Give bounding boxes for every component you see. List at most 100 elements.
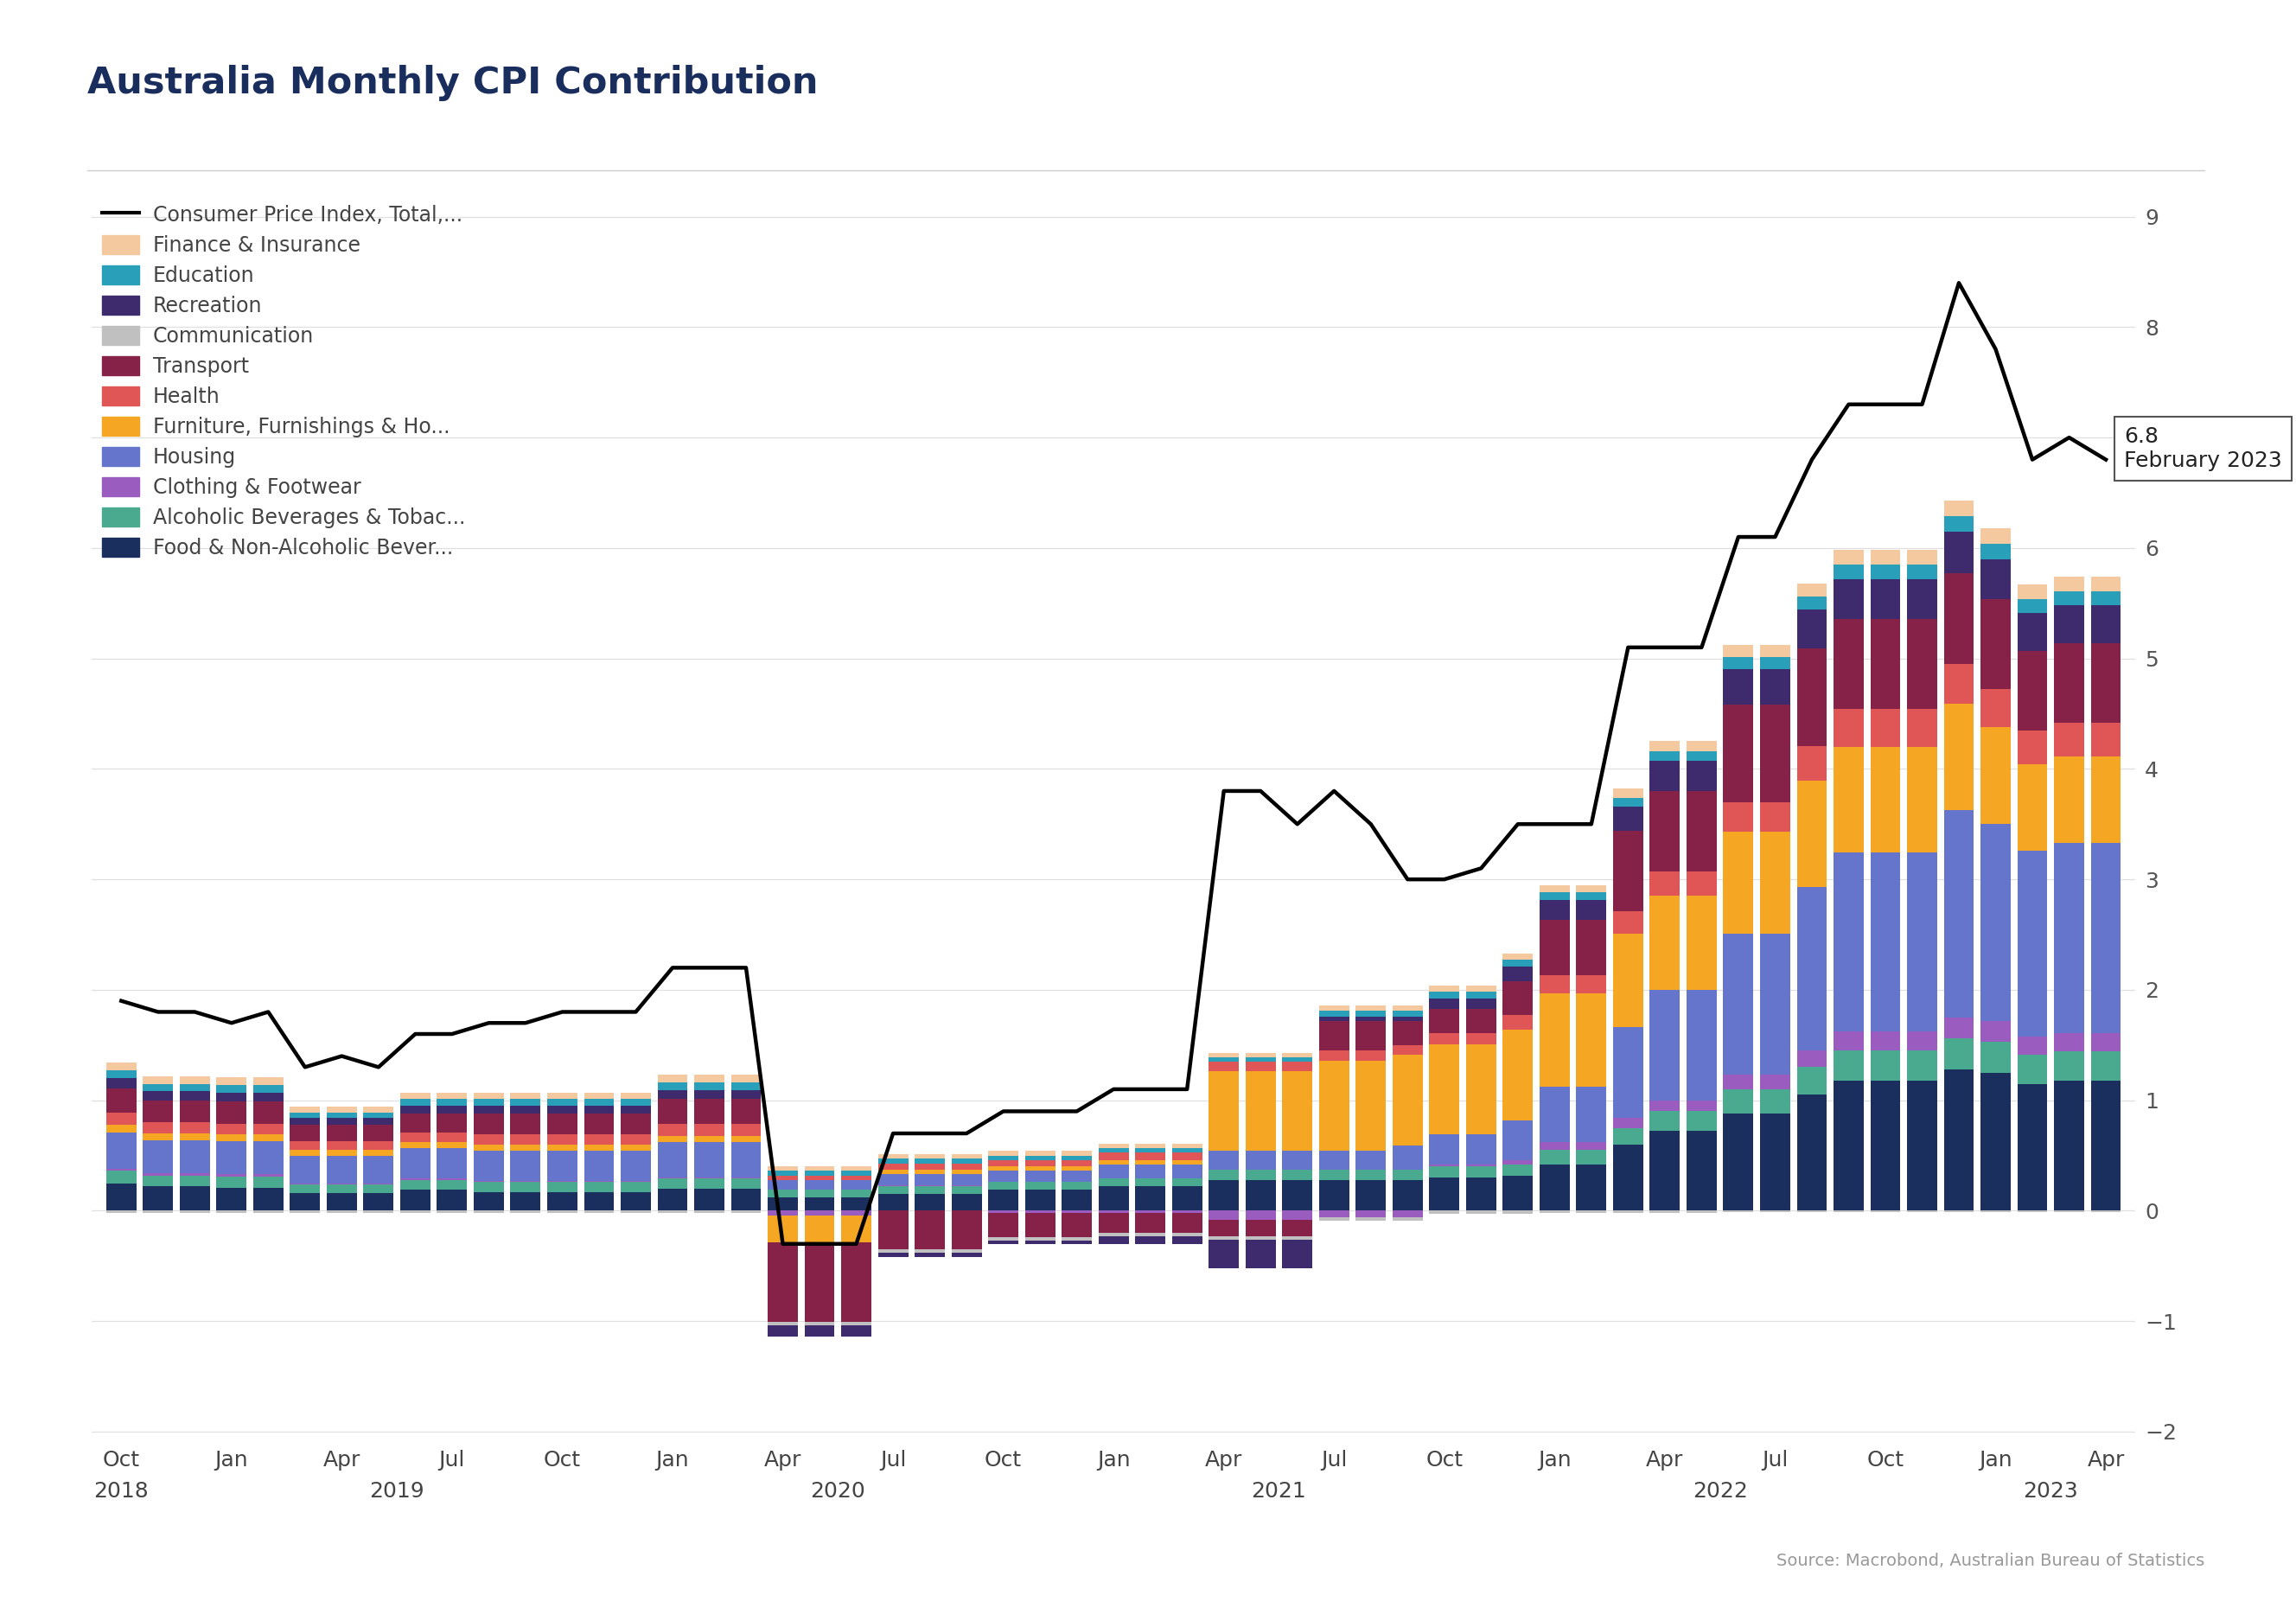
Bar (216, 1093, 246, 1101)
Bar (1281, 1180, 1313, 1211)
Bar (657, 1123, 687, 1136)
Bar (1208, 1151, 1240, 1170)
Bar (1798, 887, 1828, 1050)
Bar (1318, 1021, 1350, 1050)
Bar (804, 1211, 836, 1216)
Bar (1061, 1170, 1093, 1182)
Bar (1945, 501, 1975, 515)
Bar (1391, 1170, 1424, 1180)
Bar (1171, 1143, 1203, 1148)
Bar (1097, 1178, 1130, 1187)
Bar (1355, 1021, 1387, 1050)
Bar (400, 1143, 429, 1148)
Bar (510, 1135, 540, 1144)
Bar (1024, 1190, 1056, 1211)
Bar (1171, 1211, 1203, 1213)
Bar (1724, 669, 1754, 705)
Bar (106, 1183, 135, 1211)
Bar (914, 1174, 946, 1185)
Bar (106, 1070, 135, 1078)
Bar (216, 1076, 246, 1084)
Bar (1945, 574, 1975, 665)
Bar (1171, 1237, 1203, 1243)
Bar (1208, 1170, 1240, 1180)
Bar (179, 1101, 209, 1122)
Bar (326, 1118, 356, 1125)
Bar (253, 1211, 282, 1213)
Bar (1688, 791, 1717, 872)
Bar (1061, 1240, 1093, 1243)
Bar (2018, 1036, 2048, 1055)
Bar (1504, 981, 1534, 1015)
Bar (1355, 1005, 1387, 1012)
Bar (1430, 1033, 1460, 1044)
Bar (1908, 1033, 1938, 1050)
Bar (1430, 986, 1460, 992)
Bar (804, 1190, 836, 1198)
Bar (1798, 609, 1828, 648)
Bar (1281, 1211, 1313, 1219)
Bar (1097, 1153, 1130, 1161)
Bar (510, 1211, 540, 1213)
Bar (326, 1149, 356, 1156)
Bar (693, 1188, 723, 1211)
Bar (253, 1141, 282, 1174)
Bar (1171, 1148, 1203, 1153)
Bar (730, 1178, 760, 1188)
Bar (363, 1125, 393, 1141)
Bar (1208, 1211, 1240, 1219)
Bar (1097, 1143, 1130, 1148)
Bar (804, 1243, 836, 1323)
Bar (1577, 1143, 1607, 1149)
Bar (436, 1106, 466, 1114)
Bar (216, 1211, 246, 1213)
Bar (473, 1191, 503, 1211)
Bar (1688, 1112, 1717, 1131)
Bar (2018, 650, 2048, 729)
Bar (767, 1323, 797, 1326)
Bar (1504, 1175, 1534, 1211)
Bar (951, 1253, 983, 1258)
Bar (951, 1174, 983, 1185)
Bar (1761, 705, 1791, 802)
Bar (473, 1093, 503, 1099)
Bar (840, 1190, 872, 1198)
Bar (1945, 1070, 1975, 1211)
Bar (179, 1211, 209, 1213)
Bar (877, 1170, 909, 1174)
Bar (1541, 893, 1570, 900)
Bar (400, 1211, 429, 1213)
Bar (1541, 1164, 1570, 1211)
Bar (253, 1177, 282, 1188)
Bar (179, 1091, 209, 1101)
Bar (1871, 619, 1901, 710)
Bar (1134, 1178, 1166, 1187)
Bar (2092, 605, 2122, 644)
Bar (2092, 723, 2122, 757)
Bar (289, 1112, 319, 1118)
Consumer Price Index, Total,... (585, 1002, 613, 1021)
Bar (1724, 832, 1754, 934)
Bar (1208, 1071, 1240, 1151)
Bar (804, 1216, 836, 1243)
Bar (1318, 1170, 1350, 1180)
Legend: Consumer Price Index, Total,..., Finance & Insurance, Education, Recreation, Com: Consumer Price Index, Total,..., Finance… (101, 204, 466, 559)
Bar (620, 1191, 650, 1211)
Bar (2092, 757, 2122, 843)
Bar (1061, 1151, 1093, 1156)
Bar (1318, 1012, 1350, 1016)
Bar (1355, 1151, 1387, 1170)
Bar (1761, 1114, 1791, 1211)
Bar (693, 1091, 723, 1099)
Bar (106, 1112, 135, 1125)
Bar (1024, 1161, 1056, 1167)
Bar (767, 1167, 797, 1170)
Bar (1467, 1177, 1497, 1211)
Bar (583, 1135, 613, 1144)
Consumer Price Index, Total,... (475, 1013, 503, 1033)
Bar (1651, 872, 1681, 896)
Bar (1355, 1060, 1387, 1151)
Bar (951, 1195, 983, 1211)
Bar (1835, 579, 1864, 619)
Bar (1061, 1211, 1093, 1213)
